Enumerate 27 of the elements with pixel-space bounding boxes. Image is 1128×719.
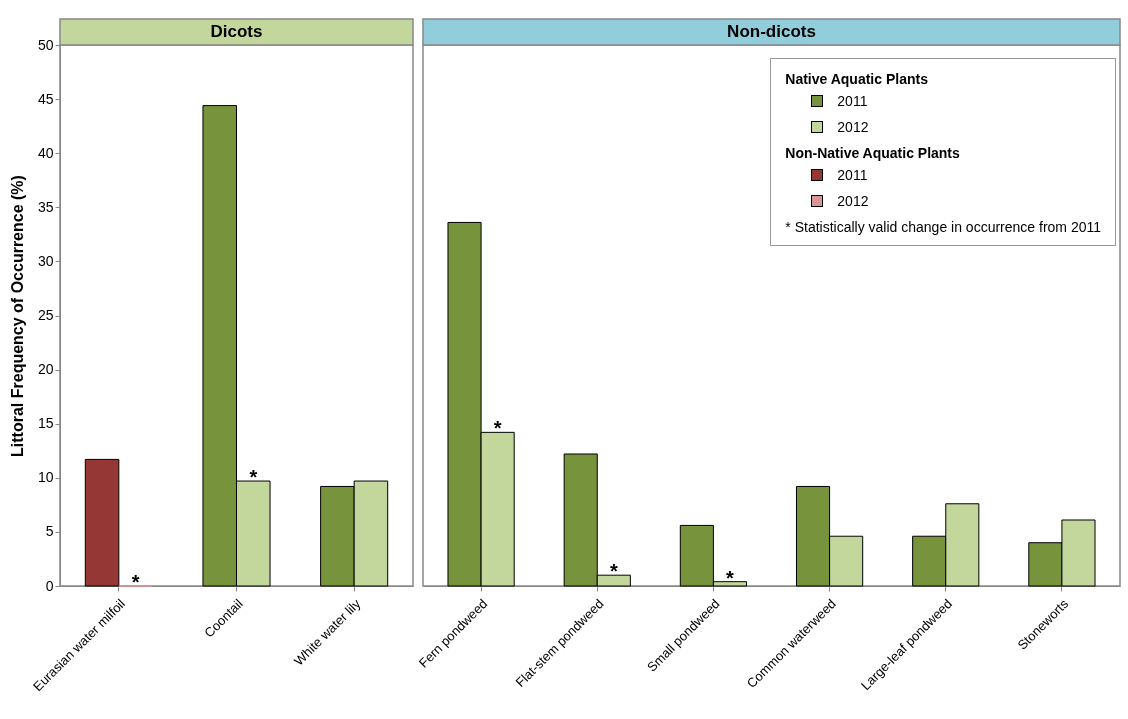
annotation: * — [249, 466, 258, 489]
y-tick-label: 45 — [37, 90, 54, 107]
annotation: * — [493, 417, 502, 440]
y-tick-label: 25 — [37, 307, 54, 323]
y-tick-label: 30 — [37, 252, 54, 269]
annotation: Native Aquatic Plants — [785, 71, 929, 87]
y-tick-label: 50 — [37, 36, 54, 53]
annotation: * Statistically valid change in occurrence from 2011 — [785, 219, 1101, 235]
y-tick-label: 15 — [37, 415, 54, 432]
legend-label: 2011 — [837, 167, 868, 183]
annotation: * — [726, 566, 735, 589]
legend-label: 2011 — [837, 93, 868, 109]
y-tick-label: 5 — [45, 523, 54, 540]
y-tick-label: 40 — [37, 144, 54, 161]
y-tick-label: 10 — [37, 469, 54, 486]
chart-title: Non-dicots — [727, 22, 816, 41]
legend-label: 2012 — [837, 119, 869, 135]
bar — [84, 458, 120, 587]
annotation: * — [131, 571, 140, 593]
annotation: Non-Native Aquatic Plants — [785, 145, 961, 161]
y-tick-label: 35 — [37, 198, 54, 215]
chart-title: Dicots — [210, 22, 263, 41]
annotation: * — [609, 560, 618, 583]
y-tick-label: 20 — [37, 361, 54, 378]
legend-label: 2012 — [837, 193, 869, 209]
y-tick-label: 0 — [45, 577, 54, 594]
y-axis-title: Littoral Frequency of Occurrence (%) — [8, 175, 26, 457]
